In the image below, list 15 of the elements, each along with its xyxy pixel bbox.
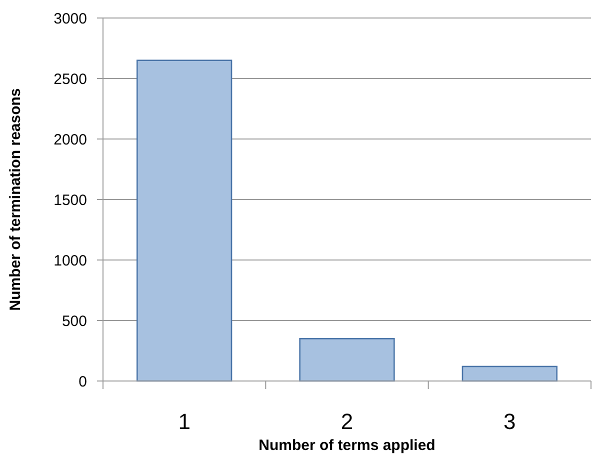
y-tick-label: 0 [78, 373, 87, 390]
bar [136, 60, 232, 382]
y-tick-label: 500 [62, 312, 87, 330]
x-tick-label: 3 [504, 409, 516, 434]
y-axis-title: Number of termination reasons [7, 88, 24, 311]
y-tick-label: 2500 [54, 70, 87, 88]
x-axis-title: Number of terms applied [258, 437, 436, 454]
y-tick-label: 1000 [54, 252, 87, 270]
bar [462, 366, 558, 382]
x-tick-label: 1 [178, 409, 190, 434]
bar [299, 338, 395, 382]
x-tick-label: 2 [340, 409, 354, 434]
y-tick-label: 3000 [54, 10, 87, 28]
y-tick-label: 2000 [54, 131, 87, 148]
y-tick-label: 1500 [54, 192, 87, 209]
